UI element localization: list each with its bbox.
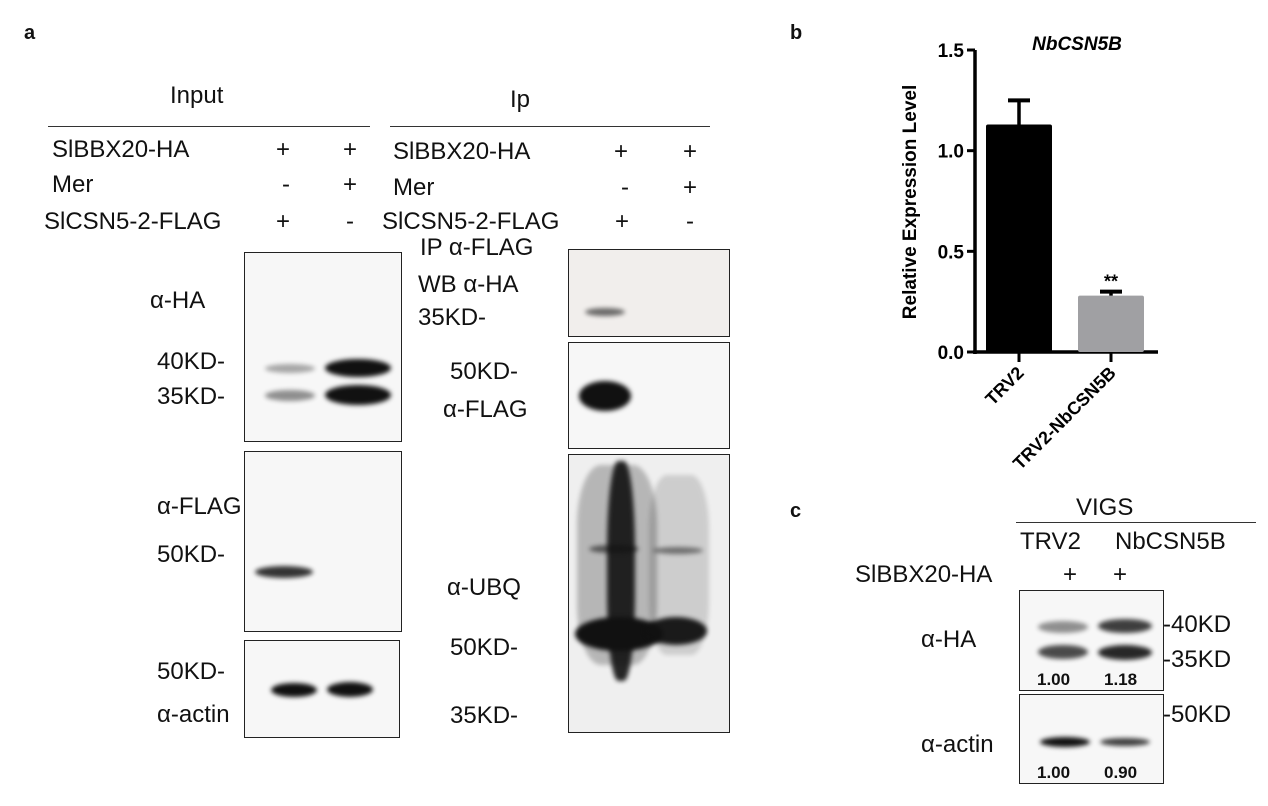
band xyxy=(265,390,315,401)
lane-label: TRV2 xyxy=(1020,528,1081,555)
significance-label: ** xyxy=(1104,272,1118,292)
antibody-label: α-actin xyxy=(921,731,994,758)
lane-sign: - xyxy=(282,171,290,198)
row-label: Mer xyxy=(52,171,94,198)
panel-label-a: a xyxy=(24,22,36,44)
antibody-label: α-HA xyxy=(150,287,206,314)
lane-sign: + xyxy=(683,174,698,201)
lane-sign: + xyxy=(615,208,630,235)
band xyxy=(1038,621,1088,633)
ip-label: IP α-FLAG xyxy=(420,234,534,261)
x-tick-label: TRV2-NbCSN5B xyxy=(1009,363,1120,474)
lane-sign: - xyxy=(686,208,694,235)
blot-input-ha xyxy=(244,252,402,442)
lane-sign: + xyxy=(614,138,629,165)
blot-ip-ubq xyxy=(568,454,730,733)
wb-label: WB α-HA xyxy=(418,271,519,298)
band xyxy=(1038,645,1088,659)
marker-label: 50KD- xyxy=(450,634,519,661)
band xyxy=(585,308,625,316)
lane-sign: + xyxy=(1063,561,1078,588)
row-label: SlBBX20-HA xyxy=(855,561,993,588)
input-divider xyxy=(48,126,370,127)
blot-ip-ha xyxy=(568,249,730,337)
blot-input-actin xyxy=(244,640,400,738)
row-label: SlBBX20-HA xyxy=(52,136,190,163)
band xyxy=(1098,645,1152,660)
bar-trv2-nbcsn5b xyxy=(1078,295,1144,352)
bar-chart: NbCSN5B Relative Expression Level 0.0 0.5… xyxy=(900,34,1158,474)
band xyxy=(271,683,317,697)
marker-label: -35KD xyxy=(1163,646,1232,673)
antibody-label: α-FLAG xyxy=(157,493,242,520)
blot-ip-flag xyxy=(568,342,730,449)
antibody-label: α-HA xyxy=(921,626,977,653)
panel-label-c: c xyxy=(790,500,802,522)
marker-label: 40KD- xyxy=(157,348,226,375)
quant-value: 1.00 xyxy=(1037,670,1071,689)
lane-sign: - xyxy=(346,208,354,235)
marker-label: 35KD- xyxy=(418,304,487,331)
blot-c-actin: 1.00 0.90 xyxy=(1019,694,1164,784)
band xyxy=(325,359,391,377)
ip-header: Ip xyxy=(510,86,531,113)
band xyxy=(1040,737,1090,747)
lane-sign: + xyxy=(343,136,358,163)
quant-value: 1.18 xyxy=(1104,670,1138,689)
row-label: SlCSN5-2-FLAG xyxy=(382,208,560,235)
band xyxy=(579,381,631,411)
lane-sign: + xyxy=(276,208,291,235)
lane-sign: + xyxy=(276,136,291,163)
y-tick-label: 1.5 xyxy=(938,41,965,62)
chart-title: NbCSN5B xyxy=(1032,34,1122,55)
antibody-label: α-actin xyxy=(157,701,230,728)
band xyxy=(325,385,391,405)
marker-label: 50KD- xyxy=(157,541,226,568)
blot-input-flag xyxy=(244,451,402,632)
bar-trv2 xyxy=(986,124,1052,352)
row-label: Mer xyxy=(393,174,435,201)
y-tick-label: 1.0 xyxy=(938,142,964,163)
y-tick-label: 0.5 xyxy=(938,242,965,263)
lane-sign: + xyxy=(343,171,358,198)
y-tick-label: 0.0 xyxy=(938,343,964,364)
ip-divider xyxy=(390,126,710,127)
marker-label: 50KD- xyxy=(450,358,519,385)
blot-c-ha: 1.00 1.18 xyxy=(1019,590,1164,691)
band xyxy=(589,545,639,553)
lane-sign: + xyxy=(1113,561,1128,588)
x-tick-label: TRV2 xyxy=(981,363,1027,409)
marker-label: 35KD- xyxy=(157,383,226,410)
band xyxy=(1098,619,1152,633)
y-axis-label: Relative Expression Level xyxy=(900,85,921,319)
marker-label: 35KD- xyxy=(450,702,519,729)
band xyxy=(265,364,315,373)
band xyxy=(255,566,313,578)
band xyxy=(327,682,373,697)
lane-sign: + xyxy=(683,138,698,165)
input-header: Input xyxy=(170,82,224,109)
band xyxy=(653,547,703,554)
band xyxy=(645,617,707,645)
lane-sign: - xyxy=(621,174,629,201)
quant-value: 0.90 xyxy=(1104,763,1138,782)
band xyxy=(1100,738,1150,746)
lane-label: NbCSN5B xyxy=(1115,528,1226,555)
group-header: VIGS xyxy=(1076,494,1134,521)
antibody-label: α-FLAG xyxy=(443,396,528,423)
row-label: SlCSN5-2-FLAG xyxy=(44,208,222,235)
marker-label: 50KD- xyxy=(157,658,226,685)
marker-label: -40KD xyxy=(1163,611,1232,638)
vigs-divider xyxy=(1016,522,1256,523)
quant-value: 1.00 xyxy=(1037,763,1071,782)
row-label: SlBBX20-HA xyxy=(393,138,531,165)
antibody-label: α-UBQ xyxy=(447,574,521,601)
marker-label: -50KD xyxy=(1163,701,1232,728)
panel-label-b: b xyxy=(790,22,803,44)
